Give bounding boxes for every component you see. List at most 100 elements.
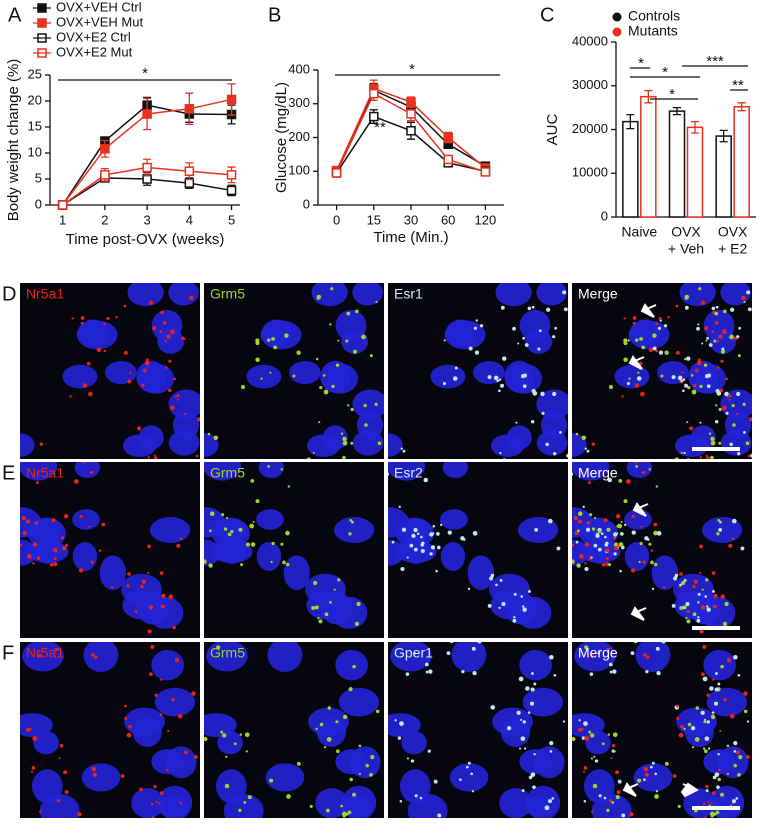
signal-dot — [524, 343, 529, 347]
signal-dot — [39, 810, 42, 813]
marker — [406, 109, 416, 119]
signal-dot — [315, 727, 318, 731]
signal-dot — [398, 505, 401, 509]
signal-dot — [611, 801, 615, 804]
signal-dot — [126, 584, 130, 588]
signal-dot — [347, 810, 352, 815]
signal-dot — [350, 520, 354, 524]
signal-dot — [88, 525, 91, 528]
signal-dot — [329, 601, 332, 604]
signal-dot — [432, 532, 435, 535]
signal-dot — [155, 800, 158, 803]
signal-dot — [710, 440, 716, 446]
signal-dot — [348, 532, 352, 536]
signal-dot — [630, 651, 635, 656]
signal-dot — [680, 451, 683, 454]
nucleus — [624, 541, 650, 571]
signal-dot — [312, 580, 318, 586]
signal-dot — [140, 584, 144, 589]
signal-dot — [204, 559, 207, 564]
signal-dot — [540, 391, 545, 397]
signal-dot — [640, 391, 645, 397]
signal-dot — [746, 720, 750, 723]
signal-dot — [474, 350, 479, 355]
y-tick-label: 20 — [28, 92, 42, 107]
signal-dot — [645, 669, 649, 674]
signal-dot — [516, 710, 521, 715]
signal-dot — [36, 556, 41, 561]
signal-dot — [541, 411, 545, 415]
signal-dot — [391, 540, 395, 544]
panel-label: F — [2, 642, 14, 664]
signal-dot — [479, 324, 484, 328]
signal-dot — [171, 697, 175, 702]
signal-dot — [688, 426, 694, 431]
signal-dot — [58, 757, 61, 760]
signal-dot — [548, 799, 552, 804]
signal-dot — [679, 605, 684, 610]
signal-dot — [725, 377, 728, 381]
signal-dot — [350, 407, 354, 412]
signal-dot — [333, 588, 336, 591]
signal-dot — [685, 356, 691, 361]
nucleus — [206, 642, 248, 672]
signal-dot — [693, 579, 699, 584]
signal-dot — [280, 468, 283, 471]
signal-dot — [1, 502, 5, 506]
signal-dot — [705, 454, 708, 457]
signal-dot — [530, 772, 536, 777]
signal-dot — [685, 602, 690, 607]
signal-dot — [358, 772, 362, 775]
bar — [668, 110, 686, 218]
signal-dot — [714, 311, 719, 316]
signal-dot — [692, 584, 696, 589]
image-content — [572, 642, 752, 818]
signal-dot — [706, 607, 711, 612]
signal-dot — [400, 567, 405, 572]
signal-dot — [601, 563, 606, 567]
signal-dot — [635, 462, 638, 464]
signal-dot — [726, 744, 730, 748]
arrow — [632, 502, 649, 517]
signal-dot — [77, 812, 82, 817]
signal-dot — [595, 533, 600, 539]
nucleus — [388, 433, 403, 457]
signal-dot — [330, 287, 334, 291]
signal-dot — [285, 530, 290, 536]
x-tick-label: 5 — [228, 212, 235, 227]
signal-dot — [637, 778, 642, 783]
signal-dot — [164, 818, 166, 820]
signal-dot — [706, 384, 711, 389]
signal-dot — [684, 294, 690, 300]
signal-dot — [742, 402, 746, 406]
nucleus — [20, 507, 42, 538]
signal-dot — [697, 323, 700, 326]
signal-dot — [593, 543, 598, 548]
signal-dot — [342, 455, 346, 459]
signal-dot — [592, 783, 598, 789]
signal-dot — [225, 755, 228, 758]
signal-dot — [715, 389, 720, 394]
signal-dot — [694, 737, 700, 742]
signal-dot — [147, 456, 150, 459]
signal-dot — [89, 470, 94, 475]
signal-dot — [413, 652, 416, 655]
signal-dot — [432, 524, 436, 528]
signal-dot — [369, 773, 373, 777]
nucleus — [717, 746, 749, 779]
signal-dot — [710, 436, 715, 442]
signal-dot — [562, 720, 566, 723]
signal-dot — [489, 576, 494, 581]
nucleus — [388, 539, 405, 566]
signal-dot — [696, 360, 702, 366]
signal-dot — [738, 326, 742, 330]
signal-dot — [402, 449, 406, 453]
panel-label: B — [268, 4, 281, 26]
signal-dot — [733, 336, 737, 340]
signal-dot — [747, 307, 752, 312]
nucleus — [626, 462, 653, 479]
signal-dot — [716, 340, 719, 343]
annotation: *** — [706, 53, 724, 70]
signal-dot — [658, 316, 662, 320]
channel-label: Grm5 — [210, 645, 245, 661]
